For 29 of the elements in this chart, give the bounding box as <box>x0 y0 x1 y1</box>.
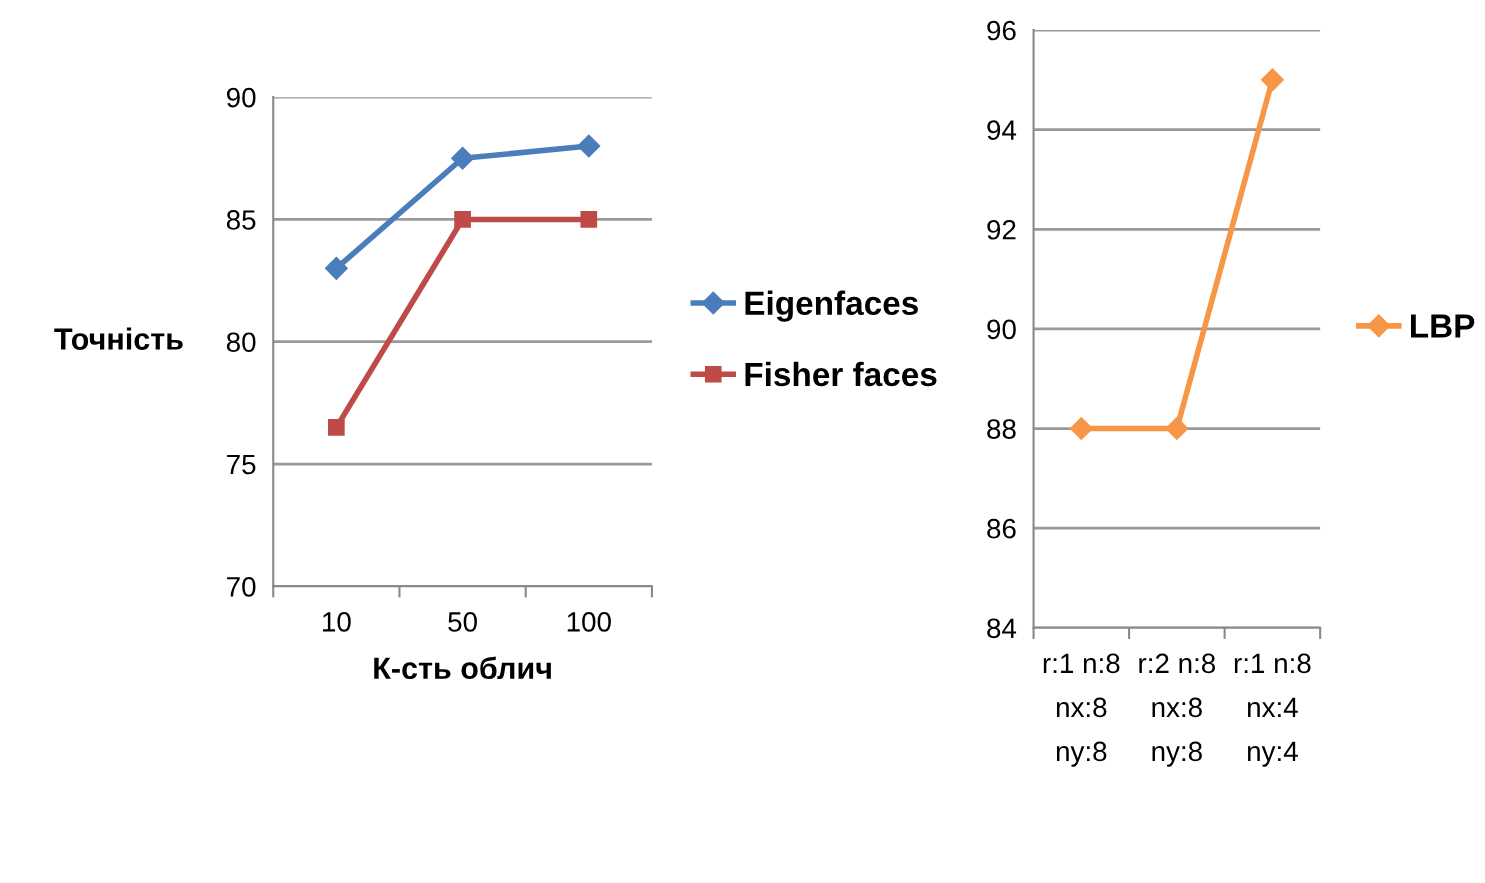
y-tick-label: 90 <box>226 87 256 108</box>
y-tick-label: 80 <box>226 332 256 353</box>
legend-label: LBP <box>1410 314 1475 338</box>
x-tick-label: r:1 n:8 nx:4 ny:4 <box>1234 653 1311 767</box>
y-axis-title: Точність <box>54 327 183 350</box>
y-tick-label: 70 <box>227 576 256 597</box>
y-tick-label: 75 <box>227 454 256 475</box>
x-tick-label: 100 <box>567 612 611 632</box>
y-tick-label: 84 <box>987 618 1017 639</box>
x-tick-label: 10 <box>323 612 351 632</box>
y-tick-label: 96 <box>987 20 1016 41</box>
y-tick-label: 85 <box>226 210 256 230</box>
x-tick-label: 50 <box>448 612 477 632</box>
point <box>577 134 601 158</box>
legend-label: Fisher faces <box>745 361 937 387</box>
y-tick-label: 90 <box>987 319 1016 340</box>
y-tick-label: 92 <box>987 219 1016 240</box>
point <box>454 211 471 228</box>
y-tick-label: 88 <box>987 419 1016 439</box>
x-tick-label: r:1 n:8 nx:8 ny:8 <box>1043 653 1120 767</box>
x-tick-label: r:2 n:8 nx:8 ny:8 <box>1139 653 1216 767</box>
y-tick-label: 86 <box>987 518 1016 539</box>
point <box>328 418 345 436</box>
point <box>580 211 598 228</box>
point <box>324 256 348 280</box>
x-axis-title: К-сть облич <box>374 656 551 680</box>
point <box>451 146 475 170</box>
y-tick-label: 94 <box>987 120 1017 140</box>
legend-label: Eigenfaces <box>745 290 918 322</box>
